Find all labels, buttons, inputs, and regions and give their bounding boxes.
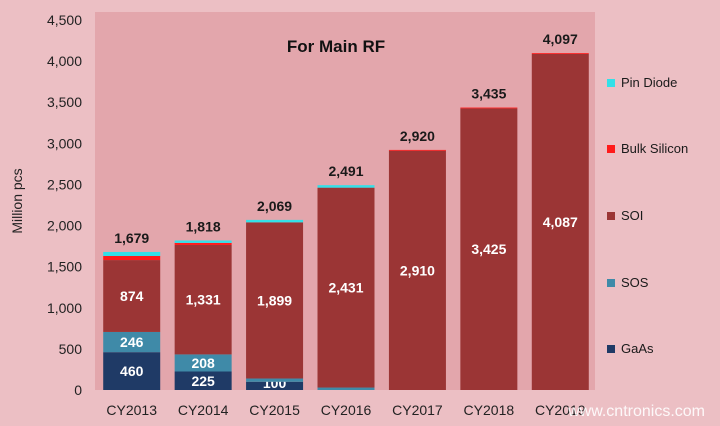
legend-entry: SOS [621,275,649,290]
bar-segment-bulk-silicon [388,149,446,151]
bar-segment-pin-diode [317,185,375,188]
bar-segment-soi [317,187,375,388]
x-tick-label: CY2016 [321,402,372,418]
legend-swatch [607,279,615,287]
segment-value-label: 2,910 [400,262,435,278]
segment-value-label: 3,425 [471,241,506,257]
bar-segment-soi [246,222,304,379]
bar-segment-gaas [246,381,304,390]
bar-segment-sos [246,378,304,382]
bar-total-label: 2,069 [257,198,292,214]
x-tick-label: CY2015 [249,402,300,418]
bar-segment-sos [174,354,232,372]
segment-value-label: 1,899 [257,292,292,308]
bar-segment-sos [103,331,161,353]
bar-total-label: 3,435 [471,86,506,102]
bar-segment-sos [317,387,375,390]
bar-segment-bulk-silicon [531,53,589,54]
segment-value-label: 1,331 [186,292,221,308]
bar-segment-bulk-silicon [174,242,232,245]
segment-value-label: 246 [120,334,144,350]
bars-group: 4602468741,6792252081,3311,8181001,8992,… [103,31,589,391]
segment-value-label: 460 [120,363,144,379]
bar-segment-pin-diode [246,219,304,223]
x-tick-label: CY2017 [392,402,443,418]
y-tick-label: 2,500 [47,176,82,192]
legend-swatch [607,145,615,153]
y-tick-label: 0 [74,382,82,398]
x-tick-label: CY2013 [106,402,157,418]
x-tick-label: CY2018 [464,402,515,418]
y-tick-label: 3,000 [47,135,82,151]
bar-total-label: 1,679 [114,230,149,246]
chart-title: For Main RF [287,37,385,56]
bar-segment-gaas [174,371,232,390]
bar-total-label: 2,491 [328,163,363,179]
legend-entry: SOI [621,208,643,223]
y-tick-label: 4,000 [47,53,82,69]
y-tick-label: 3,500 [47,94,82,110]
x-tick-label: CY2014 [178,402,229,418]
x-tick-label: CY2019 [535,402,586,418]
bar-segment-soi [174,244,232,355]
legend-swatch [607,79,615,87]
y-tick-label: 4,500 [47,12,82,28]
legend: Pin Diode Bulk Silicon SOI SOS GaAs [607,75,688,356]
y-tick-label: 1,500 [47,259,82,275]
bar-segment-soi [388,150,446,390]
bar-segment-soi [103,260,161,332]
y-tick-label: 2,000 [47,218,82,234]
y-tick-label: 1,000 [47,300,82,316]
bar-segment-pin-diode [174,240,232,243]
legend-swatch [607,212,615,220]
bar-segment-soi [460,108,518,390]
bar-total-label: 4,097 [543,31,578,47]
segment-value-label: 2,431 [328,280,363,296]
bar-total-label: 2,920 [400,128,435,144]
bar-segment-pin-diode [103,251,161,256]
legend-swatch [607,345,615,353]
y-tick-label: 500 [59,341,83,357]
segment-value-label: 225 [191,373,215,389]
bar-segment-gaas [103,352,161,390]
segment-value-label: 208 [191,355,215,371]
legend-entry: GaAs [621,341,654,356]
x-axis: CY2013 CY2014 CY2015 CY2016 CY2017 CY2018 CY20… [106,402,585,418]
legend-entry: Bulk Silicon [621,141,688,156]
segment-value-label: 4,087 [543,214,578,230]
bar-segment-bulk-silicon [460,107,518,109]
y-axis-label: Million pcs [9,168,25,233]
bar-segment-bulk-silicon [103,255,161,261]
y-axis: 0 500 1,000 1,500 2,000 2,500 3,000 3,500 4,000 4… [47,12,82,398]
bar-total-label: 1,818 [186,219,221,235]
segment-value-label: 874 [120,288,144,304]
bar-segment-soi [531,53,589,391]
watermark: www.cntronics.com [567,403,705,420]
legend-entry: Pin Diode [621,75,677,90]
